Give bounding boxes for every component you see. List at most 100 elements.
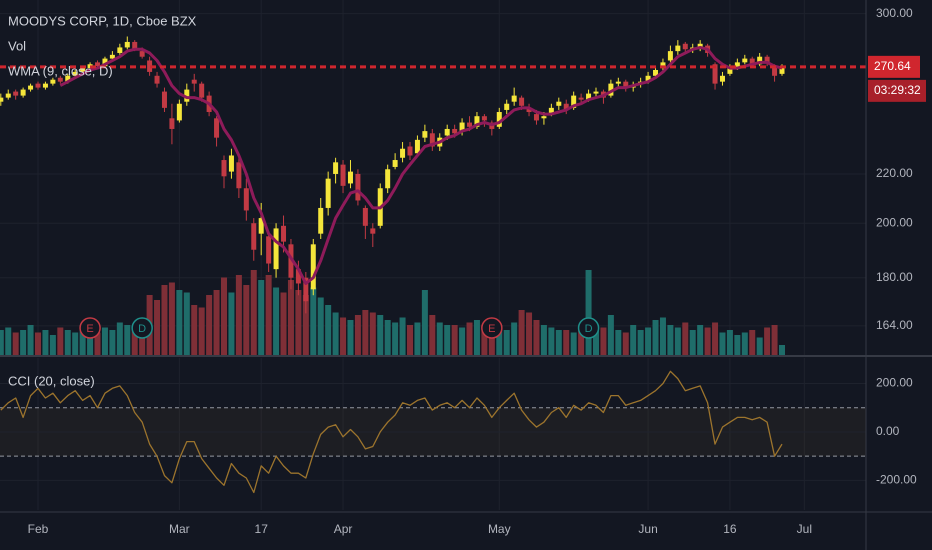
volume-bar: [414, 322, 421, 355]
volume-bar: [459, 327, 466, 355]
event-marker[interactable]: [131, 317, 153, 339]
cci-label: CCI (20, close): [8, 373, 95, 388]
volume-bar: [258, 280, 265, 355]
volume-bar: [154, 300, 161, 355]
candle-body: [191, 79, 197, 84]
candle-body: [719, 75, 725, 82]
volume-bar: [198, 307, 205, 355]
volume-bar: [64, 330, 71, 355]
volume-bar: [533, 320, 540, 355]
volume-bar: [570, 332, 577, 355]
event-marker[interactable]: [79, 317, 101, 339]
candle-body: [422, 131, 428, 138]
volume-bar: [421, 290, 428, 355]
volume-bar: [488, 327, 495, 355]
y-tick-label: 180.00: [876, 270, 913, 284]
y-tick-label: 220.00: [876, 166, 913, 180]
volume-bar: [496, 325, 503, 355]
volume-bar: [228, 292, 235, 355]
candle-body: [340, 164, 346, 186]
volume-bar: [250, 270, 257, 355]
candle-body: [511, 95, 517, 102]
candle-body: [333, 162, 339, 174]
volume-bar: [652, 320, 659, 355]
candle-body: [228, 155, 234, 172]
event-marker[interactable]: [481, 317, 503, 339]
volume-bar: [764, 327, 771, 355]
volume-bar: [444, 325, 451, 355]
candle-body: [645, 75, 651, 82]
candle-body: [243, 188, 249, 211]
candle-body: [154, 75, 160, 84]
volume-bar: [659, 317, 666, 355]
volume-bar: [221, 277, 227, 355]
candle-body: [496, 112, 502, 127]
volume-bar: [540, 325, 547, 355]
volume-bar: [436, 322, 443, 355]
event-marker[interactable]: [577, 317, 600, 339]
candle-body: [199, 83, 205, 98]
volume-bar: [79, 325, 86, 355]
candle-body: [764, 56, 770, 63]
volume-bar: [317, 297, 324, 355]
candle-body: [444, 128, 450, 136]
candle-body: [623, 81, 629, 88]
volume-bar: [779, 345, 785, 355]
candle-body: [504, 103, 510, 110]
event-label: D: [138, 323, 146, 335]
candle-body: [392, 160, 398, 167]
event-label: E: [488, 323, 495, 335]
volume-bar: [362, 310, 369, 355]
y-tick-label: 300.00: [876, 6, 913, 20]
volume-bar: [354, 315, 361, 355]
volume-bar: [719, 332, 726, 355]
volume-bar: [674, 327, 681, 355]
volume-bar: [243, 285, 250, 355]
countdown-box: [868, 79, 926, 102]
candle-body: [682, 43, 688, 50]
volume-bar: [451, 325, 458, 355]
volume-bar: [116, 322, 123, 355]
volume-bar: [57, 327, 64, 355]
volume-bar: [734, 335, 741, 355]
cci-tick-label: 200.00: [876, 376, 913, 390]
candle-body: [742, 58, 748, 63]
volume-bar: [511, 322, 518, 355]
candle-body: [50, 79, 56, 84]
volume-bar: [712, 322, 719, 355]
volume-bar: [87, 330, 94, 355]
cci-line: [0, 370, 783, 494]
x-tick-label: 16: [723, 522, 737, 536]
volume-bar: [600, 327, 607, 355]
candle-body: [571, 95, 577, 108]
volume-bar: [5, 327, 12, 355]
volume-bar: [384, 320, 391, 355]
volume-bar: [585, 270, 592, 355]
volume-bar: [42, 330, 49, 355]
volume-bar: [689, 330, 696, 355]
candle-body: [303, 277, 309, 302]
volume-bar: [741, 332, 748, 355]
volume-bar: [392, 322, 399, 355]
volume-bar: [749, 330, 756, 355]
volume-bar: [0, 330, 4, 355]
volume-bar: [682, 322, 689, 355]
x-tick-label: Mar: [169, 522, 190, 536]
volume-bar: [630, 325, 637, 355]
candle-body: [675, 45, 681, 52]
volume-bar: [578, 327, 585, 355]
x-tick-label: Jun: [638, 522, 657, 536]
candle-body: [474, 116, 480, 127]
volume-bar: [310, 287, 317, 355]
volume-label: Vol: [8, 38, 26, 53]
volume-bar: [101, 327, 108, 355]
candle-body: [526, 107, 532, 113]
candle-body: [214, 118, 220, 138]
candle-body: [35, 83, 41, 88]
candle-body: [467, 122, 473, 127]
candle-body: [161, 91, 167, 108]
x-tick-label: Apr: [334, 522, 353, 536]
volume-bar: [20, 330, 27, 355]
volume-bar: [287, 280, 294, 355]
